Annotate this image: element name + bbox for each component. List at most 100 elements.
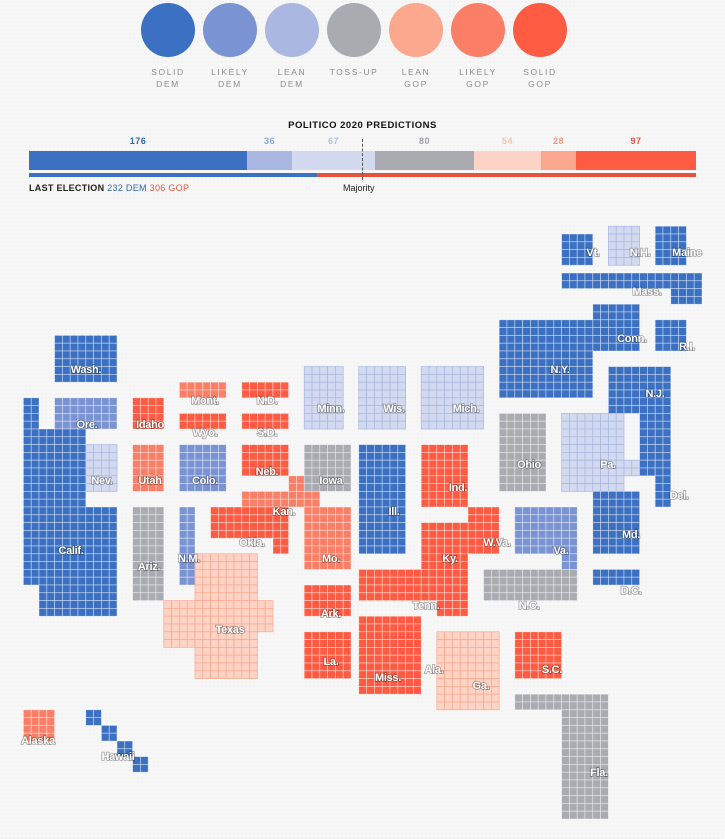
state-tile — [405, 662, 414, 672]
state-calif[interactable] — [23, 397, 118, 617]
state-dc[interactable] — [592, 569, 640, 586]
state-tile — [69, 459, 79, 469]
state-wva[interactable] — [467, 506, 500, 555]
state-tile — [444, 374, 453, 383]
state-tile — [436, 537, 445, 547]
state-nd[interactable] — [241, 381, 289, 399]
state-alaska[interactable] — [23, 709, 55, 742]
state-miss[interactable] — [358, 615, 391, 695]
state-la[interactable] — [303, 631, 352, 679]
state-tile — [46, 452, 55, 461]
state-tile — [569, 374, 578, 383]
state-tile — [654, 444, 664, 453]
state-ind[interactable] — [420, 444, 469, 508]
state-nh[interactable] — [608, 225, 640, 266]
state-tile — [233, 569, 243, 578]
state-ark[interactable] — [303, 584, 352, 617]
state-iowa[interactable] — [303, 444, 352, 492]
state-tile — [30, 545, 40, 555]
state-tile — [155, 592, 165, 601]
state-wis[interactable] — [358, 366, 406, 430]
state-sc[interactable] — [514, 631, 562, 679]
state-tile — [171, 600, 180, 609]
state-tile — [233, 506, 243, 516]
state-tile — [163, 615, 172, 625]
state-tile — [171, 608, 180, 617]
state-tile — [444, 498, 453, 508]
state-tile — [381, 483, 391, 492]
state-md[interactable] — [592, 491, 640, 555]
state-tile — [530, 483, 539, 492]
state-ore[interactable] — [54, 397, 118, 430]
state-tile — [506, 335, 516, 344]
state-sd[interactable] — [241, 413, 289, 430]
state-utah[interactable] — [132, 444, 165, 492]
state-mich[interactable] — [420, 366, 484, 430]
state-tile — [498, 459, 508, 469]
state-tile — [366, 647, 375, 656]
state-tile — [592, 530, 601, 539]
state-texas[interactable] — [163, 553, 274, 679]
state-tile — [530, 342, 539, 352]
state-tile — [280, 545, 289, 555]
state-label: N.J. — [646, 388, 665, 400]
state-tile — [553, 506, 562, 516]
state-tile — [545, 381, 555, 391]
state-tile — [335, 647, 344, 656]
state-tile — [342, 584, 352, 594]
state-nev[interactable] — [85, 444, 118, 492]
state-tile — [397, 483, 406, 492]
state-tile — [303, 381, 313, 391]
state-ri[interactable] — [654, 319, 687, 352]
state-okla[interactable] — [210, 506, 289, 555]
state-tile — [389, 420, 399, 430]
state-del[interactable] — [654, 459, 672, 508]
state-tile — [576, 389, 586, 399]
state-tile — [467, 506, 477, 516]
state-ga[interactable] — [436, 631, 500, 711]
state-tile — [553, 654, 562, 664]
state-vt[interactable] — [561, 233, 594, 266]
state-kan[interactable] — [241, 475, 321, 508]
state-ky[interactable] — [420, 522, 469, 570]
state-tile — [654, 452, 664, 461]
state-tile — [530, 475, 539, 484]
state-pa[interactable] — [561, 413, 640, 492]
state-tile — [608, 428, 617, 438]
state-mont[interactable] — [179, 381, 227, 399]
state-wyo[interactable] — [179, 413, 227, 430]
state-nm[interactable] — [179, 506, 196, 586]
state-tile — [576, 779, 586, 789]
state-tile — [491, 569, 500, 578]
state-tile — [327, 592, 336, 601]
state-tile — [514, 366, 523, 375]
state-mass[interactable] — [561, 272, 703, 305]
state-va[interactable] — [514, 506, 578, 570]
state-neb[interactable] — [241, 444, 289, 477]
state-tile — [522, 374, 531, 383]
state-mo[interactable] — [303, 506, 352, 570]
state-idaho[interactable] — [132, 397, 165, 430]
state-tenn[interactable] — [358, 569, 469, 617]
state-ohio[interactable] — [498, 413, 547, 492]
state-fla[interactable] — [514, 693, 609, 820]
state-ny[interactable] — [498, 319, 594, 399]
state-tile — [30, 498, 40, 508]
state-conn[interactable] — [592, 303, 640, 352]
state-tile — [69, 397, 79, 406]
state-ala[interactable] — [389, 615, 422, 695]
state-minn[interactable] — [303, 366, 344, 430]
state-colo[interactable] — [179, 444, 227, 492]
state-wash[interactable] — [54, 335, 118, 383]
state-tile — [662, 436, 672, 445]
state-tile — [23, 506, 32, 516]
state-tile — [514, 483, 523, 492]
state-maine[interactable] — [654, 225, 687, 266]
state-tile — [374, 381, 383, 391]
state-tile — [147, 522, 157, 531]
state-hawaii[interactable] — [85, 709, 149, 773]
state-ariz[interactable] — [132, 506, 165, 601]
state-tile — [210, 381, 219, 391]
state-ill[interactable] — [358, 444, 406, 555]
state-nc[interactable] — [483, 569, 578, 601]
